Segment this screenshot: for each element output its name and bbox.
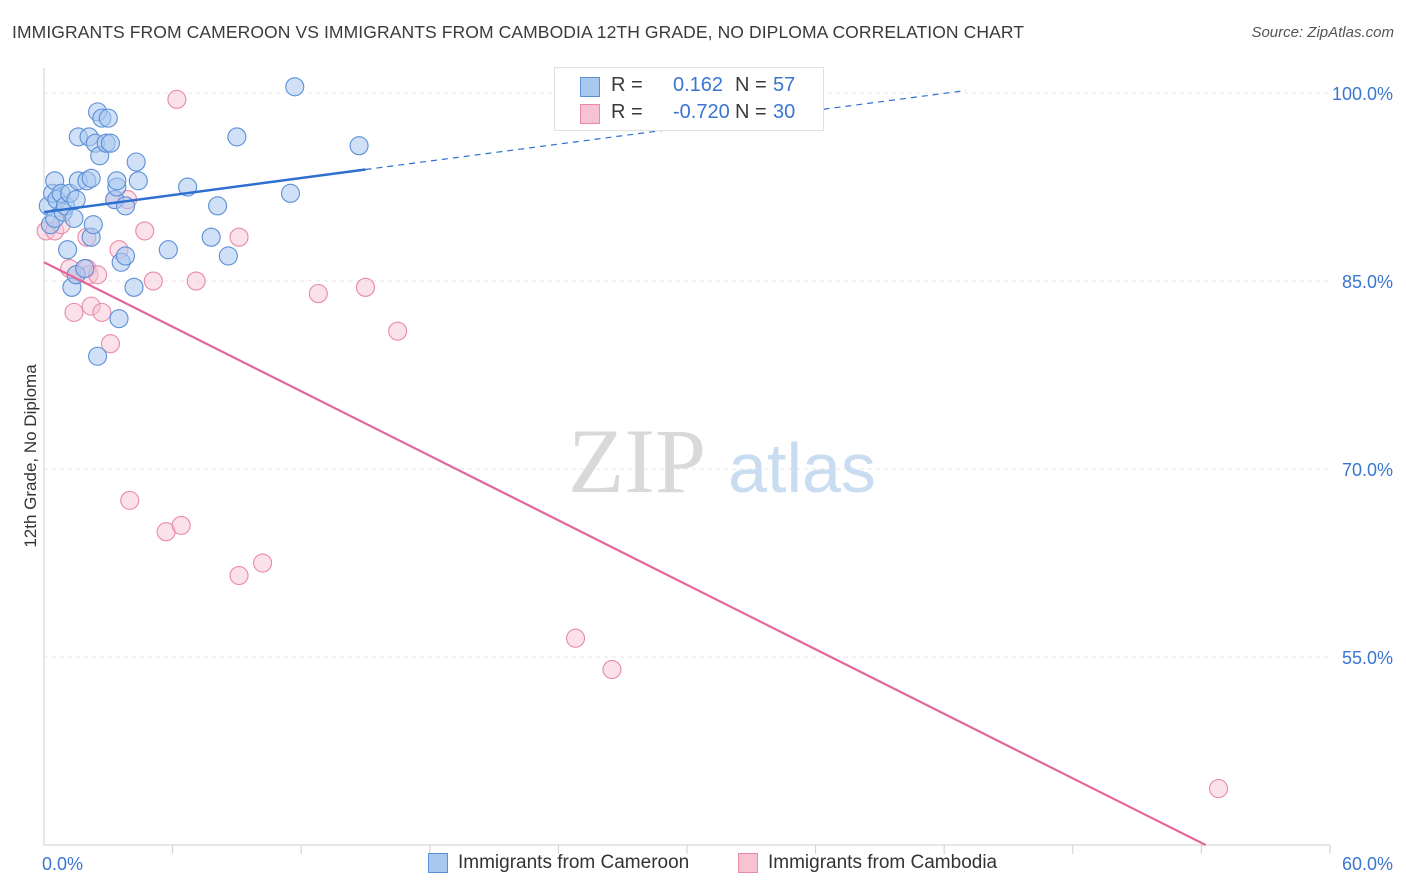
- cambodia-point: [100, 334, 120, 354]
- x-tick-label: 60.0%: [1342, 854, 1393, 874]
- cambodia-point: [92, 302, 112, 322]
- cameroon-point: [75, 258, 95, 279]
- cameroon-point: [128, 171, 148, 191]
- chart-title: IMMIGRANTS FROM CAMEROON VS IMMIGRANTS F…: [12, 22, 1025, 42]
- y-axis-label: 12th Grade, No Diploma: [21, 364, 40, 548]
- cambodia-point: [135, 221, 155, 241]
- cameroon-point: [280, 183, 301, 203]
- cameroon-point: [98, 108, 118, 128]
- y-tick-label: 85.0%: [1342, 272, 1393, 292]
- cambodia-point: [171, 515, 191, 535]
- legend-label-cambodia: Immigrants from Cambodia: [768, 852, 998, 873]
- legend-swatch-cambodia: [738, 853, 758, 873]
- legend-r-label: R =: [611, 101, 643, 123]
- cameroon-trend-line: [43, 168, 366, 214]
- cambodia-point: [308, 284, 328, 304]
- cameroon-point: [201, 227, 221, 247]
- legend-swatch-cambodia: [580, 104, 600, 124]
- cambodia-point: [1208, 779, 1229, 799]
- cambodia-point: [355, 277, 376, 297]
- cameroon-point: [100, 133, 120, 153]
- legend-label-cameroon: Immigrants from Cameroon: [458, 852, 690, 873]
- cameroon-point: [88, 346, 108, 366]
- cameroon-point: [349, 136, 369, 156]
- cambodia-point: [167, 89, 187, 109]
- cameroon-point: [83, 215, 103, 235]
- legend-n-label: N =: [735, 74, 767, 96]
- watermark-atlas: atlas: [728, 429, 876, 507]
- y-tick-label: 100.0%: [1332, 84, 1393, 104]
- cameroon-point: [126, 152, 146, 172]
- cambodia-point: [565, 628, 586, 648]
- cameroon-points: [38, 77, 369, 366]
- watermark-zip: ZIP: [568, 410, 706, 512]
- watermark: ZIP atlas: [568, 410, 876, 512]
- cambodia-point: [229, 566, 249, 586]
- legend-n-value: 57: [773, 74, 796, 96]
- stats-legend: R = 0.162 N = 57 R = -0.720 N = 30: [554, 67, 824, 131]
- legend-swatch-cameroon: [428, 853, 448, 873]
- cameroon-point: [107, 171, 127, 191]
- legend-n-label: N =: [735, 101, 767, 123]
- tick-labels: 100.0% 85.0% 70.0% 55.0% 0.0% 60.0%: [42, 84, 1393, 874]
- cambodia-point: [253, 553, 273, 573]
- cambodia-point: [602, 659, 622, 680]
- legend-r-value: 0.162: [673, 74, 724, 96]
- source-credit: Source: ZipAtlas.com: [1251, 24, 1394, 41]
- x-tick-label: 0.0%: [42, 854, 83, 874]
- legend-swatch-cameroon: [580, 77, 600, 97]
- legend-n-value: 30: [773, 101, 796, 123]
- cameroon-point: [158, 240, 178, 260]
- legend-r-value: -0.720: [673, 101, 730, 123]
- cameroon-point: [64, 208, 84, 228]
- cameroon-point: [58, 240, 78, 260]
- cambodia-point: [229, 227, 249, 247]
- cambodia-point: [64, 302, 84, 322]
- cameroon-point: [218, 246, 238, 266]
- cameroon-point: [109, 309, 129, 329]
- cameroon-point: [208, 196, 228, 216]
- cambodia-trend-line: [43, 261, 1207, 846]
- cameroon-point: [227, 127, 247, 147]
- cameroon-point: [285, 77, 305, 97]
- legend-r-label: R =: [611, 74, 643, 96]
- cambodia-point: [388, 321, 408, 341]
- y-tick-label: 55.0%: [1342, 648, 1393, 668]
- cameroon-point: [81, 168, 101, 188]
- cambodia-point: [143, 271, 163, 291]
- cameroon-point: [115, 246, 135, 266]
- cameroon-point: [124, 277, 144, 297]
- y-tick-label: 70.0%: [1342, 460, 1393, 480]
- cambodia-point: [120, 490, 140, 510]
- cambodia-point: [186, 271, 206, 291]
